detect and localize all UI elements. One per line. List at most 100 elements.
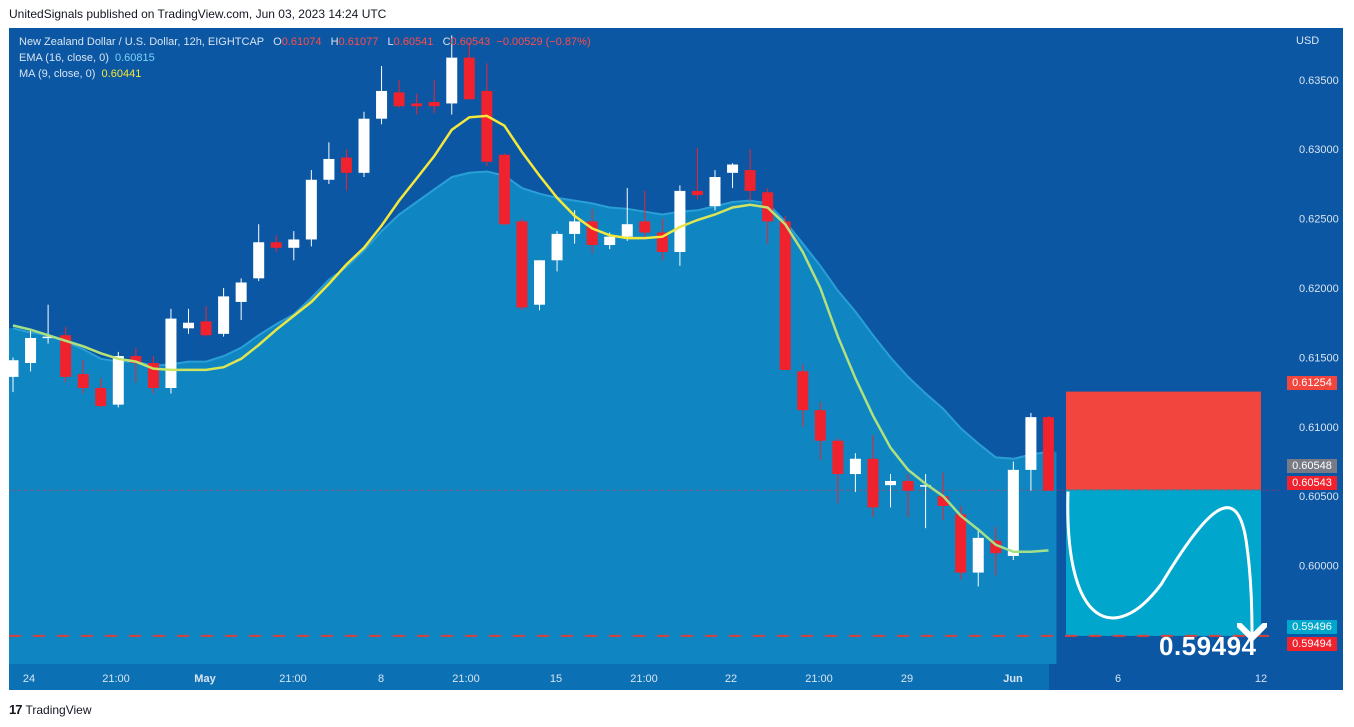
candle-body <box>288 239 300 248</box>
low-label: L <box>387 36 394 48</box>
candle[interactable] <box>849 453 861 493</box>
candle[interactable] <box>147 356 159 394</box>
time-axis-tick: 21:00 <box>279 673 307 685</box>
candle-body <box>937 496 949 506</box>
candle[interactable] <box>411 93 423 115</box>
candle-body <box>218 296 230 334</box>
target-price-label: 0.59494 <box>1159 631 1257 661</box>
candle[interactable] <box>358 111 370 178</box>
candle[interactable] <box>639 190 651 239</box>
price-axis-tick: 0.62500 <box>1299 214 1339 226</box>
candle-body <box>516 221 528 308</box>
candle[interactable] <box>797 364 809 427</box>
candle[interactable] <box>9 357 19 393</box>
candle[interactable] <box>165 308 177 394</box>
candle[interactable] <box>498 153 510 226</box>
candle[interactable] <box>305 170 317 247</box>
candle[interactable] <box>586 208 598 254</box>
candle[interactable] <box>270 235 282 252</box>
stop-loss-zone[interactable] <box>1066 391 1261 490</box>
open-label: O <box>273 36 282 48</box>
take-profit-zone[interactable] <box>1066 489 1261 636</box>
candle[interactable] <box>1042 415 1054 491</box>
candle[interactable] <box>481 63 493 166</box>
candle-body <box>60 335 72 377</box>
candle[interactable] <box>446 35 458 115</box>
candle[interactable] <box>60 326 72 383</box>
candle[interactable] <box>709 170 721 211</box>
candle[interactable] <box>516 218 528 311</box>
time-axis-tick: 21:00 <box>805 673 833 685</box>
time-axis-tick: Jun <box>1003 673 1023 685</box>
candle[interactable] <box>25 329 37 372</box>
price-axis-tick: 0.61500 <box>1299 352 1339 364</box>
candle[interactable] <box>200 306 212 337</box>
time-axis-tick: May <box>194 673 216 685</box>
chart-area[interactable]: 0.63500 0.63000 0.62500 0.62000 0.61500 0.610… <box>9 28 1343 690</box>
candle[interactable] <box>744 149 756 201</box>
candle[interactable] <box>990 526 1002 576</box>
candle[interactable] <box>95 378 107 408</box>
candle[interactable] <box>393 79 405 108</box>
price-chart[interactable]: 0.63500 0.63000 0.62500 0.62000 0.61500 0.610… <box>9 28 1343 690</box>
candle[interactable] <box>288 231 300 261</box>
candle[interactable] <box>463 42 475 100</box>
candle-body <box>604 236 616 246</box>
candle-body <box>551 233 563 261</box>
candle[interactable] <box>534 260 545 311</box>
candle[interactable] <box>832 437 844 504</box>
candle[interactable] <box>340 149 352 191</box>
candle-body <box>885 480 896 486</box>
legend-ma-row[interactable]: MA (9, close, 0) 0.60441 <box>19 66 591 82</box>
candle[interactable] <box>323 142 335 184</box>
candle[interactable] <box>621 188 633 241</box>
candle[interactable] <box>1007 461 1019 561</box>
candle-body <box>270 242 282 248</box>
legend-ema-row[interactable]: EMA (16, close, 0) 0.60815 <box>19 50 591 66</box>
candle[interactable] <box>1025 412 1037 491</box>
candle[interactable] <box>779 215 791 370</box>
candle-body <box>1007 469 1019 556</box>
candle-body <box>411 103 423 107</box>
candle-body <box>235 282 247 302</box>
candle[interactable] <box>656 218 668 261</box>
candle[interactable] <box>428 79 440 114</box>
target-line-price-tag: 0.59494 <box>1287 637 1337 651</box>
candle-body <box>183 322 194 329</box>
candle[interactable] <box>902 474 914 518</box>
candle[interactable] <box>551 231 563 272</box>
candle[interactable] <box>235 278 247 320</box>
candle[interactable] <box>885 474 896 508</box>
candle[interactable] <box>183 308 194 334</box>
candle-body <box>147 363 159 388</box>
candle[interactable] <box>253 224 265 282</box>
candle-body <box>727 164 739 173</box>
time-axis-tick: 15 <box>550 673 562 685</box>
ema-line <box>12 170 1049 460</box>
candle[interactable] <box>814 401 826 461</box>
candle[interactable] <box>674 185 686 266</box>
candle-body <box>744 170 756 191</box>
candle[interactable] <box>955 505 967 580</box>
candle[interactable] <box>112 351 124 408</box>
footer: 17 TradingView <box>9 702 92 717</box>
candle-body <box>42 336 54 339</box>
candle[interactable] <box>130 347 142 383</box>
candle-body <box>832 440 844 475</box>
candle[interactable] <box>42 304 54 344</box>
candle-body <box>323 158 335 180</box>
candle-body <box>621 224 633 237</box>
candle[interactable] <box>972 528 984 587</box>
candle-body <box>709 177 721 207</box>
candle[interactable] <box>218 288 230 337</box>
candle[interactable] <box>77 360 89 394</box>
candle[interactable] <box>867 435 879 518</box>
time-axis-tick: 21:00 <box>452 673 480 685</box>
legend-symbol-row: New Zealand Dollar / U.S. Dollar, 12h, E… <box>19 34 591 50</box>
candle[interactable] <box>727 163 739 189</box>
candle[interactable] <box>376 65 388 125</box>
candle[interactable] <box>691 147 703 200</box>
time-axis-tick: 6 <box>1115 673 1121 685</box>
tradingview-brand: TradingView <box>25 702 92 717</box>
candle-body <box>77 374 89 388</box>
